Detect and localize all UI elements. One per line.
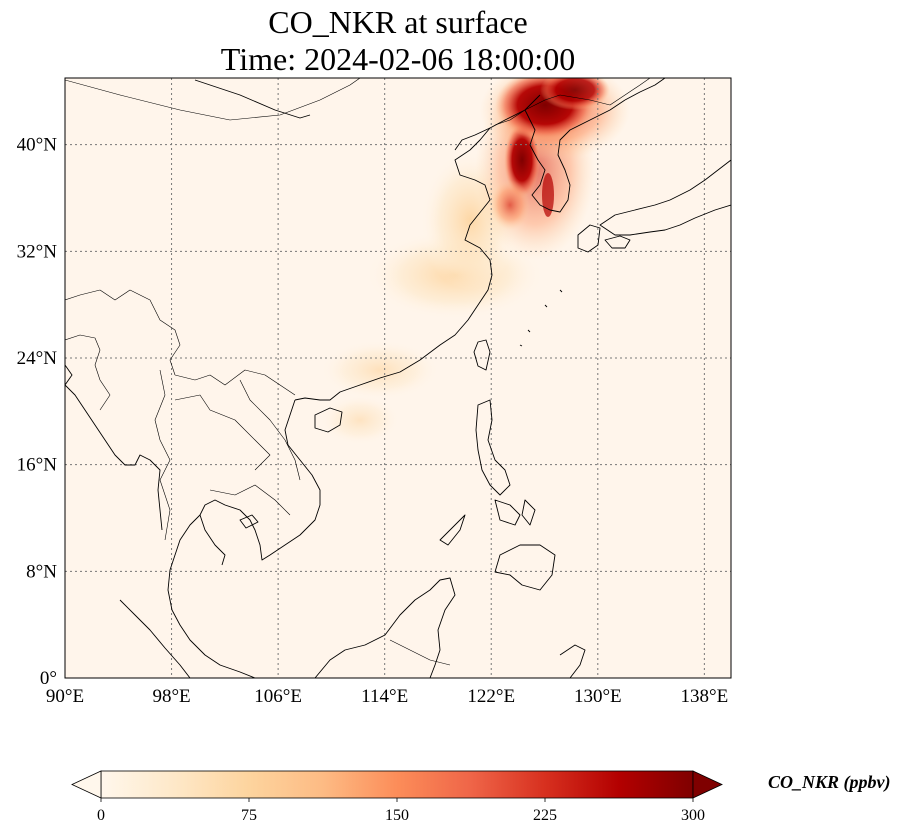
plume-haze-scs [320, 395, 400, 445]
colorbar-label: CO_NKR (ppbv) [768, 772, 891, 793]
border-china-russia-ne [559, 78, 651, 106]
coast-myanmar-west [65, 384, 163, 531]
coast-korea [524, 99, 626, 213]
border-china-laos-vietnam [174, 369, 296, 396]
latitude-tick-labels: 0° 8°N 16°N 24°N 32°N 40°N [17, 135, 58, 689]
plume-haze-south-china [320, 340, 440, 400]
coast-japan-shikoku [604, 235, 631, 249]
border-china-nepal-bhutan [65, 289, 101, 301]
colorbar-tick-label: 225 [533, 807, 557, 824]
coast-sulawesi [559, 644, 586, 678]
gridlines [65, 78, 731, 678]
colorbar-extend-min [71, 770, 102, 799]
border-china-myanmar [99, 289, 181, 376]
border-myanmar-india [65, 334, 111, 411]
lon-tick-label: 98°E [152, 686, 190, 707]
coast-taiwan [473, 339, 491, 371]
colorbar-tick-label: 75 [241, 807, 257, 824]
coast-japan-kyushu [577, 224, 601, 253]
lon-tick-label: 114°E [361, 686, 408, 707]
colorbar-tick-label: 0 [97, 807, 105, 824]
coast-sumatra [119, 599, 191, 678]
coast-bay-of-bengal-top [65, 364, 73, 386]
coast-japan-honshu [599, 159, 731, 236]
plume-core-northeast [540, 78, 610, 110]
lon-tick-label: 122°E [467, 686, 515, 707]
border-laos-vietnam [239, 379, 301, 481]
colorbar-ticks: 0 75 150 225 300 [97, 798, 705, 824]
lake-tonle-sap [239, 514, 259, 529]
title-line-1: CO_NKR at surface [268, 4, 527, 40]
coast-borneo [314, 577, 456, 678]
map-frame [64, 77, 732, 679]
country-borders [65, 78, 651, 666]
coast-visayas [494, 499, 536, 526]
colorbar: 0 75 150 225 300 CO_NKR (ppbv) [71, 770, 891, 824]
colorbar-tick-label: 300 [681, 807, 705, 824]
plume-tail-sw [490, 180, 530, 230]
coast-thai-gulf-malay [167, 514, 256, 678]
border-malaysia-borneo [389, 639, 451, 666]
border-thailand-laos [174, 394, 271, 471]
colorbar-body [100, 770, 694, 799]
lon-tick-label: 130°E [574, 686, 622, 707]
coast-china-east [294, 94, 541, 401]
coast-palawan [439, 514, 466, 546]
coast-bohai [454, 127, 491, 151]
lake-baikal [194, 79, 311, 119]
lat-tick-label: 8°N [26, 561, 57, 582]
lat-tick-label: 32°N [17, 241, 58, 262]
colorbar-tick-label: 150 [385, 807, 409, 824]
map-panel [65, 78, 731, 678]
lat-tick-label: 40°N [17, 135, 58, 156]
coast-mindanao [494, 544, 556, 591]
title-line-2: Time: 2024-02-06 18:00:00 [221, 41, 575, 77]
lakes [194, 79, 311, 529]
lat-tick-label: 24°N [17, 348, 58, 369]
coast-ryukyu [519, 289, 563, 347]
border-myanmar-thailand [154, 369, 171, 541]
lon-tick-label: 138°E [681, 686, 729, 707]
coast-russia-ne [624, 78, 666, 101]
lat-tick-label: 16°N [17, 455, 58, 476]
lat-tick-label: 0° [40, 668, 57, 689]
lon-tick-label: 106°E [254, 686, 302, 707]
longitude-tick-labels: 90°E 98°E 106°E 114°E 122°E 130°E 138°E [46, 686, 728, 707]
coastlines [65, 78, 731, 678]
plume-east-sea-strip [542, 173, 554, 217]
border-thailand-cambodia [209, 484, 291, 516]
border-china-russia-mongolia [65, 78, 361, 121]
coast-luzon [475, 399, 511, 496]
coast-hainan [314, 407, 343, 433]
colorbar-extend-max [692, 770, 723, 799]
lon-tick-label: 90°E [46, 686, 84, 707]
